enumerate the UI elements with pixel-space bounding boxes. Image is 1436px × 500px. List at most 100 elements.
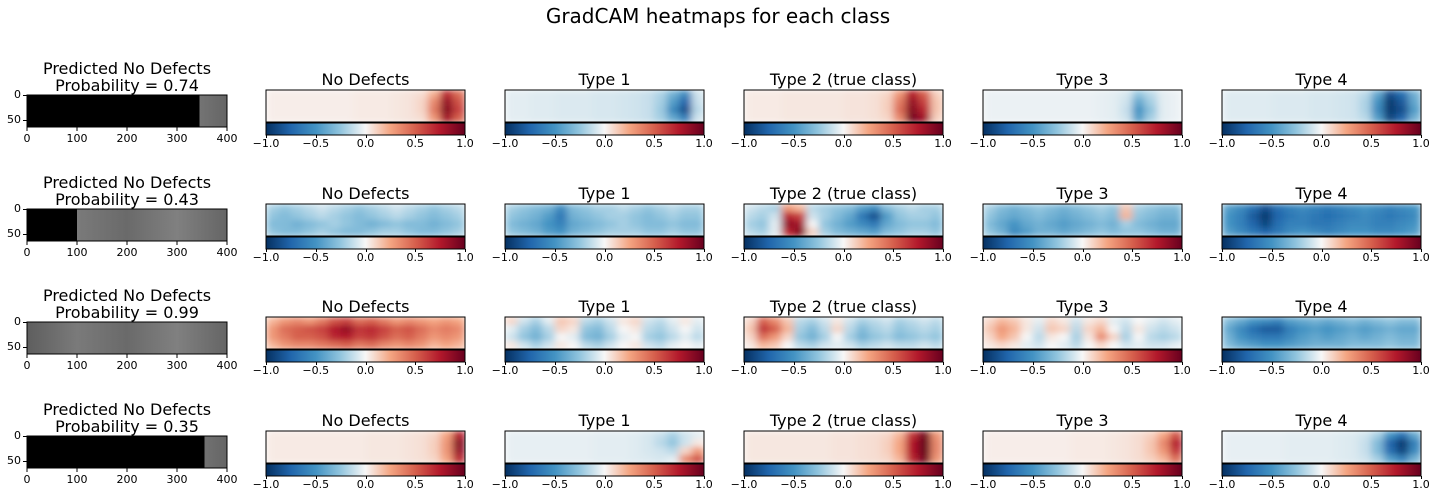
class-title: Type 2 (true class): [769, 411, 918, 430]
x-tick-label: 0: [23, 359, 31, 372]
heatmap-cell: [930, 439, 943, 448]
heatmap-cell: [1107, 220, 1121, 229]
heatmap-cell: [1119, 439, 1133, 448]
heatmap-cell: [818, 333, 832, 342]
heatmap-cell: [1234, 212, 1248, 221]
heatmap-cell: [505, 228, 519, 236]
heatmap-cell: [756, 204, 770, 213]
heatmap-cell: [579, 333, 593, 342]
heatmap-cell: [390, 204, 404, 213]
heatmap-cell: [278, 431, 292, 440]
heatmap-cell: [377, 341, 391, 349]
heatmap-cell: [843, 98, 857, 107]
colorbar: [983, 237, 1182, 249]
colorbar-tick-mark: [943, 362, 944, 365]
heatmap-cell: [691, 341, 704, 349]
steel-image: [26, 208, 228, 245]
heatmap-cell: [1132, 90, 1146, 99]
heatmap-cell: [1045, 114, 1059, 122]
heatmap-cell: [756, 317, 770, 326]
heatmap-cell: [1259, 455, 1273, 463]
heatmap-cell: [353, 341, 367, 349]
heatmap-cell: [880, 98, 894, 107]
heatmap-cell: [529, 90, 543, 99]
heatmap-cell: [1169, 333, 1182, 342]
heatmap-cell: [831, 228, 845, 236]
colorbar-tick-mark: [843, 249, 845, 252]
heatmap-cell: [340, 90, 354, 99]
heatmap-cell: [1408, 341, 1421, 349]
heatmap-cell: [290, 114, 304, 122]
heatmap-cell: [1144, 90, 1158, 99]
colorbar-tick-label: 0.0: [834, 478, 853, 491]
heatmap-cell: [691, 447, 704, 456]
heatmap-cell: [365, 431, 379, 440]
colorbar-tick-mark: [704, 135, 705, 138]
heatmap-cell: [315, 228, 329, 236]
colorbar: [1222, 350, 1421, 362]
heatmap-cell: [868, 325, 882, 334]
heatmap-cell: [793, 455, 807, 463]
heatmap-cell: [290, 431, 304, 440]
heatmap-cell: [1020, 114, 1034, 122]
heatmap-cell: [905, 90, 919, 99]
heatmap-cell: [1371, 114, 1385, 122]
y-tick-label: 0: [14, 429, 21, 442]
heatmap-cell: [452, 447, 465, 456]
steel-surface: [27, 322, 227, 354]
colorbar-tick-mark: [1371, 362, 1373, 365]
heatmap-cell: [377, 431, 391, 440]
heatmap-cell: [266, 90, 280, 99]
heatmap-cell: [1246, 204, 1260, 213]
colorbar-tick-label: 0.5: [406, 478, 425, 491]
heatmap-cell: [365, 90, 379, 99]
heatmap-cell: [542, 98, 556, 107]
gradcam-heatmap: [265, 316, 466, 363]
heatmap-cell: [278, 317, 292, 326]
heatmap-cell: [1020, 439, 1034, 448]
class-title: Type 4: [1295, 184, 1348, 203]
heatmap-cell: [452, 455, 465, 463]
colorbar-tick-mark: [315, 249, 317, 252]
heatmap-cell: [868, 228, 882, 236]
heatmap-cell: [1408, 325, 1421, 334]
x-tick-label: 400: [216, 359, 238, 372]
heatmap-cell: [1358, 333, 1372, 342]
class-title: Type 4: [1295, 297, 1348, 316]
heatmap-cell: [390, 317, 404, 326]
colorbar-tick-label: −1.0: [491, 251, 519, 264]
heatmap-cell: [1007, 431, 1021, 440]
heatmap-cell: [542, 431, 556, 440]
heatmap-cell: [1082, 439, 1096, 448]
heatmap-cell: [1246, 106, 1260, 115]
heatmap-cell: [340, 325, 354, 334]
x-tick-label: 200: [116, 246, 138, 259]
heatmap-cell: [793, 106, 807, 115]
heatmap-cell: [1222, 333, 1236, 342]
heatmap-cell: [1333, 455, 1347, 463]
heatmap-cell: [415, 220, 429, 229]
class-title: Type 1: [578, 184, 631, 203]
heatmap-cell: [1144, 98, 1158, 107]
gradcam-heatmap: [504, 203, 705, 250]
heatmap-frame: [265, 203, 466, 237]
heatmap-cell: [995, 341, 1009, 349]
heatmap-cell: [818, 228, 832, 236]
heatmap-cell: [1082, 228, 1096, 236]
probability-label: Probability = 0.99: [55, 303, 199, 322]
heatmap-cell: [365, 333, 379, 342]
heatmap-frame: [265, 430, 466, 464]
colorbar-tick-mark: [315, 135, 317, 138]
heatmap-cell: [781, 439, 795, 448]
heatmap-cell: [983, 228, 997, 236]
heatmap-cell: [1007, 212, 1021, 221]
heatmap-cell: [266, 439, 280, 448]
heatmap-cell: [1057, 455, 1071, 463]
heatmap-cell: [505, 341, 519, 349]
heatmap-cell: [818, 106, 832, 115]
heatmap-cell: [1259, 98, 1273, 107]
heatmap-cell: [843, 341, 857, 349]
heatmap-cell: [1284, 106, 1298, 115]
heatmap-cell: [1234, 228, 1248, 236]
colorbar: [1222, 123, 1421, 135]
